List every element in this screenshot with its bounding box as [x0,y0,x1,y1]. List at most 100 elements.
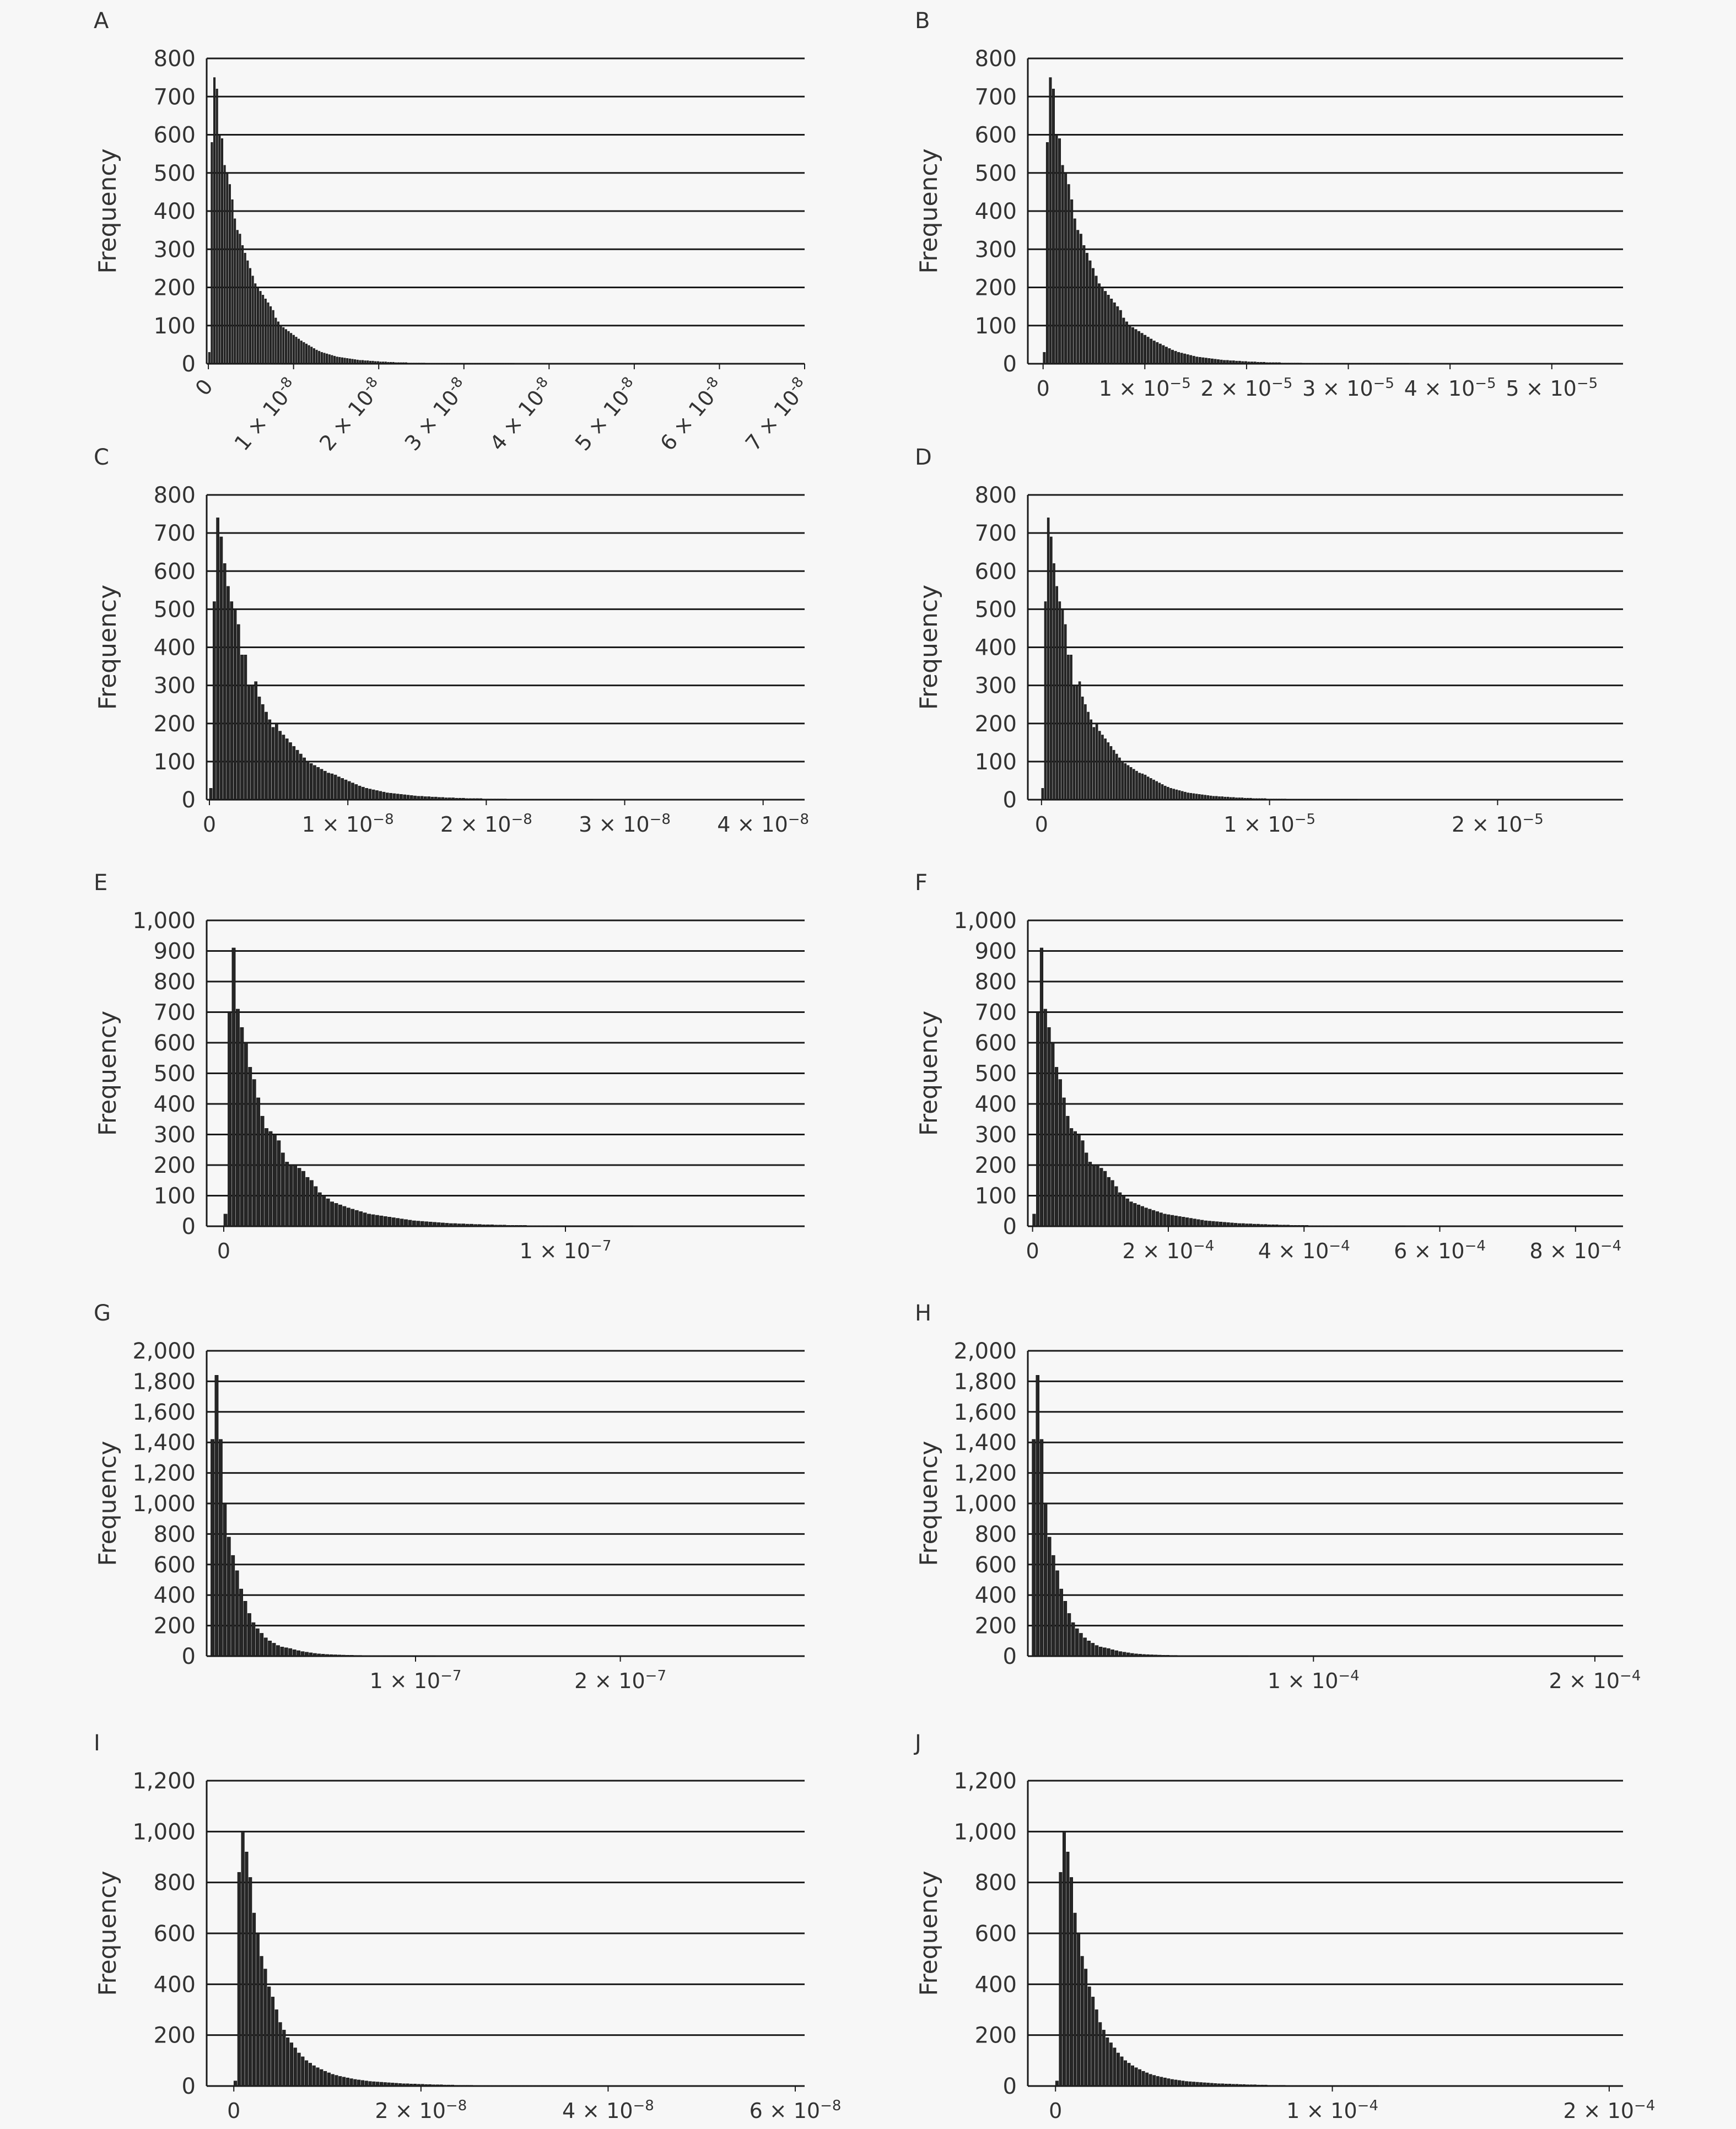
histogram-bar [317,1653,321,1657]
histogram-bar [1349,799,1352,800]
histogram-bar [220,138,224,364]
y-tick-label: 0 [182,788,196,813]
histogram-bar [1366,363,1370,364]
histogram-bar [1064,624,1067,800]
histogram-bar [346,358,349,364]
histogram-bar [1320,363,1324,364]
panel-c: C 0 100 200 300 400 500 600 700 800 Frequency 0 1 × … [94,445,809,837]
histogram-bar [1085,252,1088,364]
y-tick-label: 800 [154,46,196,72]
histogram-bar [1125,321,1128,364]
histogram-bar [1158,783,1161,800]
histogram-bar [1397,363,1400,364]
histogram-bar [1110,1650,1114,1657]
histogram-bar [234,218,236,364]
histogram-bar [502,363,505,364]
histogram-bar [1193,1219,1196,1227]
x-tick-label: 1 × 10−5 [1099,375,1191,401]
histogram-bar [1138,773,1141,800]
y-tick-label: 100 [975,314,1017,339]
histogram-bar [260,1115,265,1227]
histogram-bar [417,2084,420,2087]
histogram-bar [1169,788,1172,800]
histogram-bar [397,362,400,364]
histogram-bar [492,363,494,364]
histogram-bar [382,791,386,800]
y-tick-label: 800 [154,483,196,508]
y-tick-label: 1,000 [953,908,1017,934]
histogram-bar [1130,1653,1134,1657]
histogram-bar [492,2085,495,2087]
histogram-bar [260,1956,263,2087]
histogram-bar [1232,360,1235,364]
histogram-bar [286,2037,290,2087]
histogram-bar [1384,363,1388,364]
histogram-bar [208,352,211,364]
histogram-bar [1255,798,1258,800]
histogram-bar [481,2085,484,2087]
histogram-bar [223,563,227,800]
histogram-bar [420,1221,424,1227]
histogram-bar [487,363,489,364]
histogram-bar [474,363,477,364]
histogram-bar [237,1872,241,2087]
histogram-bar [320,769,324,800]
histogram-bar [465,798,469,800]
histogram-bar [372,2081,376,2087]
histogram-bar [1219,1221,1223,1227]
panel-label: A [94,8,109,34]
histogram-bar [1146,1654,1150,1657]
histogram-bar [1327,363,1330,364]
histogram-bar [1235,360,1238,364]
y-tick-label: 400 [154,635,196,661]
histogram-bar [1221,2083,1225,2087]
histogram-bar [346,1208,351,1227]
histogram-bar [453,1223,457,1227]
histogram-bar [428,363,430,364]
histogram-bar [321,1654,325,1657]
histogram-bar [1215,1221,1219,1227]
histogram-bar [1309,799,1312,800]
panel-e: E 0 100 200 300 400 500 600 700 800 900 1,000 Freque… [94,870,805,1263]
histogram-bar [1296,363,1300,364]
histogram-bar [1082,245,1086,364]
histogram-bar [430,363,433,364]
histogram-bar [1095,1645,1099,1657]
y-tick-label: 200 [154,2023,196,2049]
histogram-bar [1062,1097,1066,1227]
histogram-bar [1186,354,1189,364]
x-tick-label: 4 × 10−8 [562,2098,654,2123]
histogram-bar [249,1877,252,2087]
histogram-bar [292,335,295,364]
histogram-bar [1388,363,1391,364]
panel-label: J [913,1731,921,1756]
histogram-bar [251,1622,256,1657]
histogram-bar [268,1641,272,1657]
histogram-bar [1155,781,1158,800]
histogram-bar [1245,1223,1249,1227]
histogram-bar [1323,799,1327,800]
x-tick-label: 2 × 10−4 [1563,2098,1655,2123]
histogram-bar [472,798,476,800]
histogram-bar [1174,2079,1178,2087]
histogram-bar [261,704,265,800]
histogram-bar [1351,363,1354,364]
histogram-bar [354,784,358,800]
histogram-bar [406,2083,409,2087]
histogram-bar [285,739,289,800]
histogram-bar [1110,1180,1114,1227]
histogram-bar [263,1637,268,1657]
histogram-bar [1150,338,1153,364]
histogram-bar [1400,363,1403,364]
histogram-bar [297,2052,301,2087]
histogram-bar [1044,601,1047,800]
histogram-bar [1199,2082,1203,2087]
histogram-bar [292,1650,296,1657]
histogram-bar [412,363,415,364]
histogram-bar [447,2084,451,2087]
histogram-bar [514,1225,519,1227]
histogram-bar [1083,1637,1087,1657]
histogram-bar [1268,2085,1271,2087]
histogram-bar [1323,363,1327,364]
histogram-bar [1278,2085,1282,2087]
